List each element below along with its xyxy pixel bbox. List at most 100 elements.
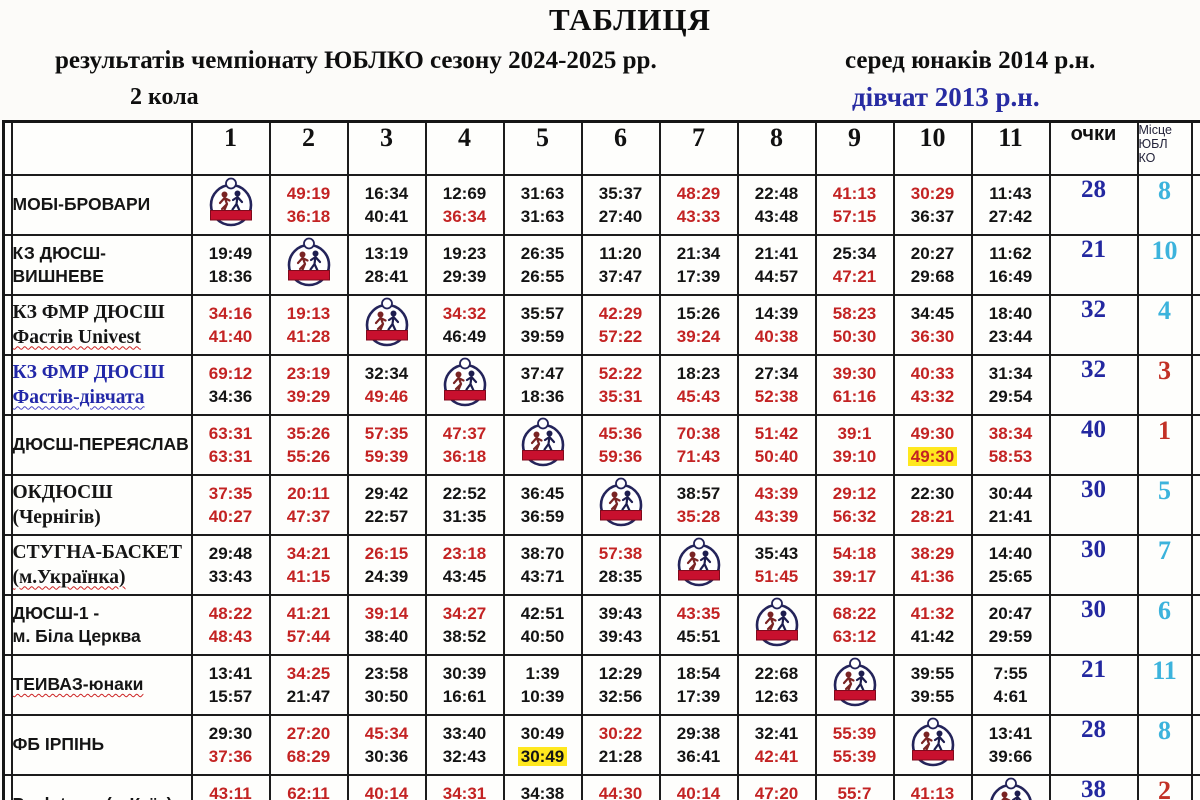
score-value: 34:36 (208, 386, 253, 406)
score-line: 30:22 (584, 722, 658, 745)
score-cell: 23:58 30:50 (346, 653, 427, 716)
score-line: 18:36 (194, 265, 268, 288)
score-line: 39:10 (818, 445, 892, 468)
score-line: 36:45 (506, 482, 580, 505)
team-name-text: ДЮСШ-ПЕРЕЯСЛАВ (12, 434, 189, 454)
score-line: 40:33 (896, 362, 970, 385)
team-row: КЗ ФМР ДЮСШ Фастів-дівчата 69:12 34:36 23:19… (2, 353, 1200, 416)
place-value: 4 (1158, 295, 1171, 325)
place-cell: 1 (1136, 413, 1193, 476)
score-value: 34:27 (442, 603, 487, 623)
team-name-text: м. Біла Церква (12, 625, 141, 646)
score-line: 29:68 (896, 265, 970, 288)
score-value: 20:47 (988, 603, 1033, 623)
score-cell: 30:49 30:49 (502, 713, 583, 776)
score-value: 29:68 (910, 266, 955, 286)
score-cell: 23:18 43:45 (424, 533, 505, 596)
score-cell: 13:41 39:66 (970, 713, 1051, 776)
score-value: 17:39 (676, 686, 721, 706)
score-value: 20:27 (910, 243, 955, 263)
score-line: 21:41 (974, 505, 1048, 528)
score-line: 54:18 (818, 542, 892, 565)
score-cell: 49:30 49:30 (892, 413, 973, 476)
score-line: 49:30 (896, 445, 970, 468)
score-value: 55:26 (286, 446, 331, 466)
score-value: 7:55 (993, 663, 1028, 683)
score-value: 29:38 (676, 723, 721, 743)
score-cell: 7:55 4:61 (970, 653, 1051, 716)
score-value: 49:30 (907, 446, 958, 466)
score-line: 43:11 (194, 782, 268, 800)
score-value: 36:41 (676, 746, 721, 766)
girls-label: дівчат 2013 р.н. (852, 82, 1040, 112)
score-line: 34:38 (506, 782, 580, 800)
team-logo (677, 537, 721, 588)
score-value: 38:40 (364, 626, 409, 646)
team-name-cell: ТЕИВАЗ-юнаки (10, 653, 193, 716)
score-cell: 22:48 43:48 (736, 173, 817, 236)
score-value: 28:35 (598, 566, 643, 586)
score-line: 18:54 (662, 662, 736, 685)
score-line: 57:38 (584, 542, 658, 565)
score-line: 49:19 (272, 182, 346, 205)
score-value: 16:49 (988, 266, 1033, 286)
score-line: 34:16 (194, 302, 268, 325)
score-line: 35:31 (584, 385, 658, 408)
score-value: 11:20 (599, 243, 642, 263)
opponent-column-header: 11 (970, 120, 1051, 176)
score-value: 48:29 (676, 183, 721, 203)
score-line: 32:41 (740, 722, 814, 745)
narrow-cell (2, 593, 13, 656)
team-logo-icon (989, 777, 1032, 800)
score-cell: 31:34 29:54 (970, 353, 1051, 416)
score-line: 41:42 (896, 625, 970, 648)
score-line: 20:27 (896, 242, 970, 265)
opponent-column-header: 3 (346, 120, 427, 176)
team-logo (443, 357, 487, 408)
score-cell: 30:22 21:28 (580, 713, 661, 776)
score-value: 43:32 (910, 386, 955, 406)
score-line: 34:21 (272, 542, 346, 565)
score-value: 15:26 (676, 303, 721, 323)
score-value: 36:18 (286, 206, 331, 226)
score-line: 43:39 (740, 505, 814, 528)
score-value: 36:34 (442, 206, 487, 226)
place-value: 8 (1158, 715, 1171, 745)
score-line: 26:15 (350, 542, 424, 565)
points-cell: 21 (1048, 653, 1139, 716)
score-line: 38:57 (662, 482, 736, 505)
score-line: 48:29 (662, 182, 736, 205)
self-game-cell (814, 653, 895, 716)
score-line: 30:36 (350, 745, 424, 768)
score-value: 41:13 (832, 183, 877, 203)
score-line: 39:66 (974, 745, 1048, 768)
score-line: 17:39 (662, 265, 736, 288)
team-logo (209, 177, 253, 228)
score-value: 36:59 (520, 506, 565, 526)
score-line: 18:40 (974, 302, 1048, 325)
score-line: 30:49 (506, 722, 580, 745)
score-line: 36:34 (428, 205, 502, 228)
score-cell: 16:34 40:41 (346, 173, 427, 236)
score-cell: 13:41 15:57 (190, 653, 271, 716)
points-cell: 32 (1048, 353, 1139, 416)
team-row: СТУГНА-БАСКЕТ (м.Українка) 29:48 33:43 34:21… (2, 533, 1200, 596)
score-line: 30:49 (506, 745, 580, 768)
score-line: 56:32 (818, 505, 892, 528)
score-line: 22:52 (428, 482, 502, 505)
score-line: 37:47 (506, 362, 580, 385)
score-cell: 58:23 50:30 (814, 293, 895, 356)
team-name-text: Фастів Univest (12, 326, 141, 348)
score-value: 18:54 (676, 663, 721, 683)
score-value: 71:43 (676, 446, 721, 466)
score-value: 39:17 (832, 566, 877, 586)
score-line: 39:55 (896, 685, 970, 708)
score-cell: 48:29 43:33 (658, 173, 739, 236)
team-name-text: ОКДЮСШ (12, 481, 113, 503)
table-body: МОБІ-БРОВАРИ 49:19 36:18 16:34 40:41 12:69 36… (2, 173, 1200, 800)
corner-name-cell (10, 120, 193, 176)
place-cell: 10 (1136, 233, 1193, 296)
score-line: 39:1 (818, 422, 892, 445)
score-line: 23:18 (428, 542, 502, 565)
score-value: 18:40 (988, 303, 1033, 323)
